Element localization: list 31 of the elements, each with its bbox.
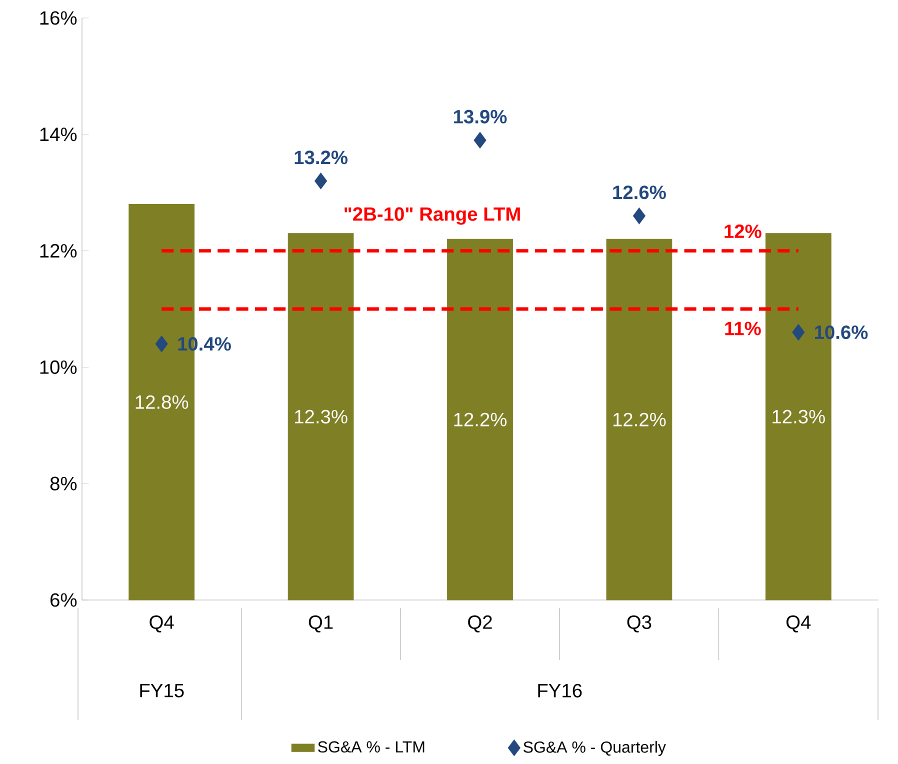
legend-label: SG&A % - LTM — [318, 741, 424, 753]
point — [474, 132, 486, 148]
y-tick-label: 14% — [40, 128, 77, 142]
point — [792, 324, 805, 341]
data-label: 12.3% — [772, 410, 825, 424]
y-tick-label: 6% — [50, 593, 77, 607]
data-label: 12.2% — [454, 412, 507, 426]
y-tick-label: 16% — [40, 11, 77, 25]
data-label: 12.3% — [295, 410, 348, 424]
y-tick-label: 8% — [50, 476, 77, 490]
y-tick-label: 12% — [40, 244, 77, 258]
x-tick-label: Q4 — [150, 615, 174, 632]
x-tick-label: Q3 — [627, 615, 652, 632]
legend-label: SG&A % - Quarterly — [524, 741, 666, 756]
point — [632, 208, 646, 224]
data-label: 12.2% — [613, 412, 666, 426]
point — [314, 172, 328, 190]
text: FY16 — [538, 684, 582, 698]
data-label: 12.8% — [136, 395, 188, 409]
data-label: 13.9% — [454, 110, 507, 124]
data-label: 12.6% — [613, 186, 666, 200]
ref-line-label: 12% — [724, 224, 762, 238]
x-tick-label: Q2 — [468, 615, 492, 632]
data-label: 13.2% — [294, 150, 348, 164]
annotation: "2B-10" Range LTM — [344, 207, 520, 225]
y-tick-label: 10% — [40, 360, 77, 374]
point — [155, 336, 168, 352]
x-tick-label: Q1 — [308, 615, 333, 632]
text: FY15 — [140, 684, 184, 698]
x-tick-label: Q4 — [786, 615, 811, 632]
ref-line-label: 11% — [725, 322, 761, 336]
